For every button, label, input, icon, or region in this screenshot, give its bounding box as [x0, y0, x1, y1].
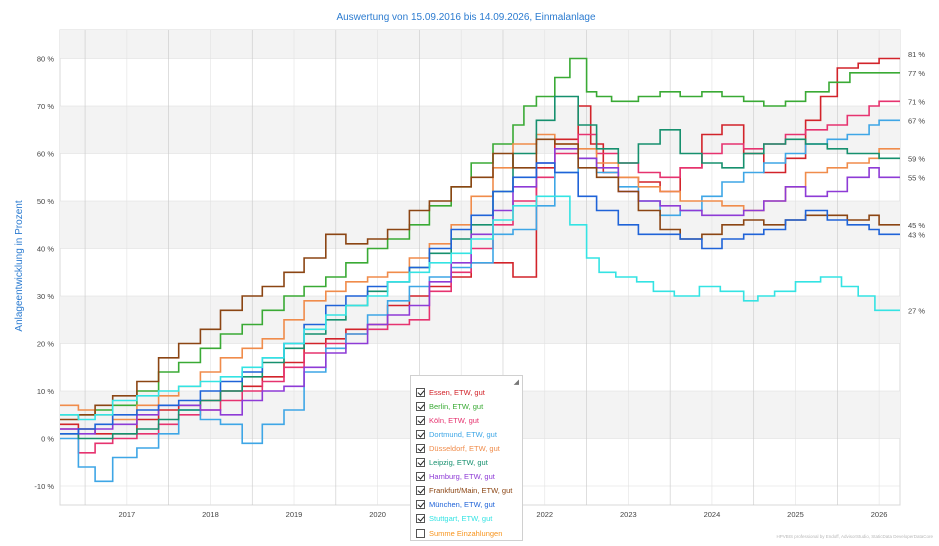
- x-tick-label: 2017: [119, 510, 136, 519]
- chart-title: Auswertung von 15.09.2016 bis 14.09.2026…: [336, 12, 596, 23]
- legend-label: Frankfurt/Main, ETW, gut: [429, 486, 513, 496]
- legend-item[interactable]: Stuttgart, ETW, gut: [416, 512, 492, 526]
- y-tick-label: 80 %: [37, 55, 54, 64]
- legend-item[interactable]: Berlin, ETW, gut: [416, 399, 483, 413]
- legend-label: Leipzig, ETW, gut: [429, 458, 488, 467]
- end-value-label: 55 %: [908, 173, 925, 182]
- legend-item[interactable]: Hamburg, ETW, gut: [416, 470, 495, 484]
- series-line-leipzig-etw-gut: [60, 95, 900, 440]
- plot-band: [60, 296, 900, 344]
- legend-item[interactable]: Leipzig, ETW, gut: [416, 456, 488, 470]
- end-value-label: 67 %: [908, 116, 925, 125]
- legend-label: München, ETW, gut: [429, 500, 495, 510]
- y-tick-label: 50 %: [37, 197, 54, 206]
- y-tick-label: 30 %: [37, 292, 54, 301]
- legend-item[interactable]: Düsseldorf, ETW, gut: [416, 441, 500, 455]
- x-tick-label: 2022: [536, 510, 553, 519]
- legend-label: Dortmund, ETW, gut: [429, 429, 497, 439]
- x-tick-label: 2019: [286, 510, 303, 519]
- end-value-label: 45 %: [908, 221, 925, 230]
- series-lines: [60, 57, 900, 483]
- legend-label: Stuttgart, ETW, gut: [429, 514, 493, 524]
- legend-checkbox[interactable]: [416, 387, 425, 397]
- legend-label: Düsseldorf, ETW, gut: [429, 443, 500, 453]
- end-value-label: 77 %: [908, 69, 925, 78]
- series-line-stuttgart-etw-gut: [60, 195, 900, 421]
- legend-label: Summe Einzahlungen: [429, 528, 503, 538]
- legend-checkbox[interactable]: [416, 458, 425, 467]
- x-tick-label: 2023: [620, 510, 637, 519]
- x-tick-label: 2024: [704, 510, 721, 519]
- y-axis-label: Anlageentwicklung in Prozent: [14, 200, 25, 331]
- series-line-hamburg-etw-gut: [60, 148, 900, 435]
- end-value-label: 71 %: [908, 97, 925, 106]
- legend-checkbox[interactable]: [416, 528, 425, 538]
- legend-checkbox[interactable]: [416, 429, 425, 439]
- x-tick-label: 2025: [787, 510, 804, 519]
- end-value-label: 81 %: [908, 50, 925, 59]
- legend-label: Essen, ETW, gut: [429, 387, 485, 397]
- legend-label: Berlin, ETW, gut: [429, 401, 484, 411]
- end-value-label: 43 %: [908, 230, 925, 239]
- plot-background-bands: [59, 29, 901, 506]
- legend-checkbox[interactable]: [416, 415, 425, 425]
- legend-item[interactable]: Dortmund, ETW, gut: [416, 427, 497, 441]
- legend-checkbox[interactable]: [416, 500, 425, 510]
- end-value-label: 27 %: [908, 306, 925, 315]
- x-tick-label: 2026: [871, 510, 888, 519]
- legend-label: Hamburg, ETW, gut: [429, 472, 495, 482]
- legend-item[interactable]: Summe Einzahlungen: [416, 526, 502, 540]
- x-tick-label: 2020: [369, 510, 386, 519]
- legend-item[interactable]: München, ETW, gut: [416, 498, 495, 512]
- series-line-m-nchen-etw-gut: [60, 162, 900, 435]
- footer-credit: HPVBIS professional by Endoff, AdvisorSt…: [776, 534, 933, 539]
- series-line-dortmund-etw-gut: [60, 119, 900, 483]
- end-value-label: 59 %: [908, 154, 925, 163]
- legend-item[interactable]: Essen, ETW, gut: [416, 385, 485, 399]
- legend-checkbox[interactable]: [416, 486, 425, 496]
- series-line-frankfurt-main-etw-gut: [60, 138, 900, 421]
- plot-band: [60, 30, 900, 59]
- y-tick-label: 70 %: [37, 102, 54, 111]
- legend-item[interactable]: Frankfurt/Main, ETW, gut: [416, 484, 512, 498]
- legend-checkbox[interactable]: [416, 472, 425, 482]
- legend-label: Köln, ETW, gut: [429, 415, 480, 425]
- y-tick-label: 20 %: [37, 340, 54, 349]
- legend-checkbox[interactable]: [416, 443, 425, 453]
- y-tick-label: 60 %: [37, 150, 54, 159]
- y-tick-label: 0 %: [41, 435, 54, 444]
- y-tick-label: -10 %: [34, 482, 54, 491]
- y-tick-label: 40 %: [37, 245, 54, 254]
- resize-grip-icon[interactable]: ◢: [513, 379, 519, 386]
- y-tick-label: 10 %: [37, 387, 54, 396]
- x-tick-label: 2018: [202, 510, 219, 519]
- legend-checkbox[interactable]: [416, 514, 425, 524]
- plot-band: [60, 106, 900, 154]
- legend-item[interactable]: Köln, ETW, gut: [416, 413, 479, 427]
- legend: ◢ Essen, ETW, gut Berlin, ETW, gut Köln, E…: [410, 375, 523, 541]
- legend-checkbox[interactable]: [416, 401, 425, 411]
